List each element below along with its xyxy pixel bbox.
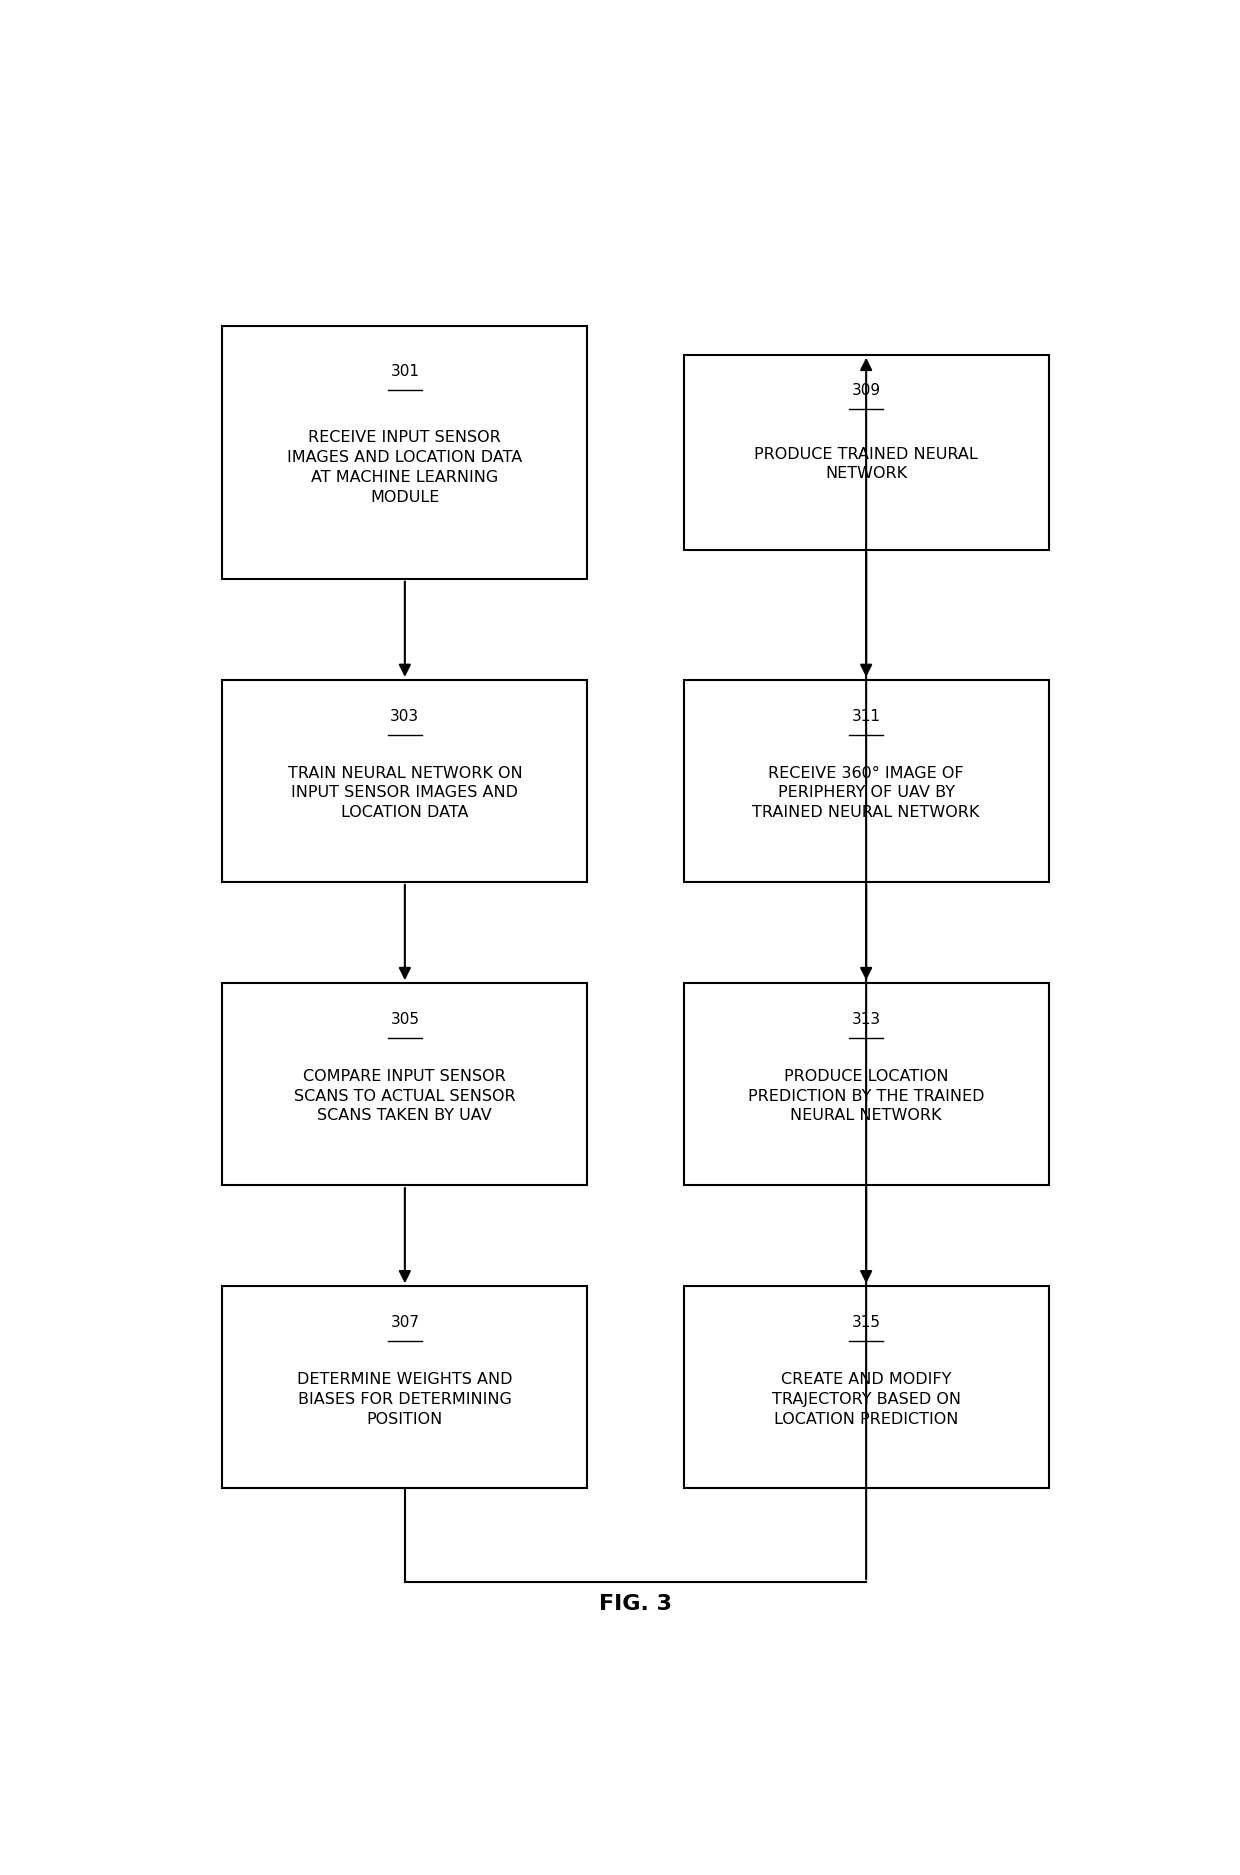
Text: COMPARE INPUT SENSOR
SCANS TO ACTUAL SENSOR
SCANS TAKEN BY UAV: COMPARE INPUT SENSOR SCANS TO ACTUAL SEN… <box>294 1069 516 1123</box>
Text: 301: 301 <box>391 364 419 379</box>
Text: 315: 315 <box>852 1314 880 1329</box>
Text: RECEIVE INPUT SENSOR
IMAGES AND LOCATION DATA
AT MACHINE LEARNING
MODULE: RECEIVE INPUT SENSOR IMAGES AND LOCATION… <box>288 431 522 504</box>
Text: 309: 309 <box>852 382 880 398</box>
Text: CREATE AND MODIFY
TRAJECTORY BASED ON
LOCATION PREDICTION: CREATE AND MODIFY TRAJECTORY BASED ON LO… <box>771 1372 961 1427</box>
Bar <box>683 1286 1049 1489</box>
Bar <box>222 1286 588 1489</box>
Bar <box>683 982 1049 1185</box>
Text: 303: 303 <box>391 709 419 724</box>
Text: 311: 311 <box>852 709 880 724</box>
Bar <box>683 681 1049 881</box>
Bar <box>222 982 588 1185</box>
Text: PRODUCE LOCATION
PREDICTION BY THE TRAINED
NEURAL NETWORK: PRODUCE LOCATION PREDICTION BY THE TRAIN… <box>748 1069 985 1123</box>
Text: DETERMINE WEIGHTS AND
BIASES FOR DETERMINING
POSITION: DETERMINE WEIGHTS AND BIASES FOR DETERMI… <box>298 1372 512 1427</box>
Text: 307: 307 <box>391 1314 419 1329</box>
Bar <box>683 354 1049 549</box>
Text: 313: 313 <box>852 1013 880 1028</box>
Text: PRODUCE TRAINED NEURAL
NETWORK: PRODUCE TRAINED NEURAL NETWORK <box>754 446 978 482</box>
Bar <box>222 326 588 579</box>
Text: RECEIVE 360° IMAGE OF
PERIPHERY OF UAV BY
TRAINED NEURAL NETWORK: RECEIVE 360° IMAGE OF PERIPHERY OF UAV B… <box>753 765 980 819</box>
Text: 305: 305 <box>391 1013 419 1028</box>
Bar <box>222 681 588 881</box>
Text: FIG. 3: FIG. 3 <box>599 1594 672 1614</box>
Text: TRAIN NEURAL NETWORK ON
INPUT SENSOR IMAGES AND
LOCATION DATA: TRAIN NEURAL NETWORK ON INPUT SENSOR IMA… <box>288 765 522 819</box>
